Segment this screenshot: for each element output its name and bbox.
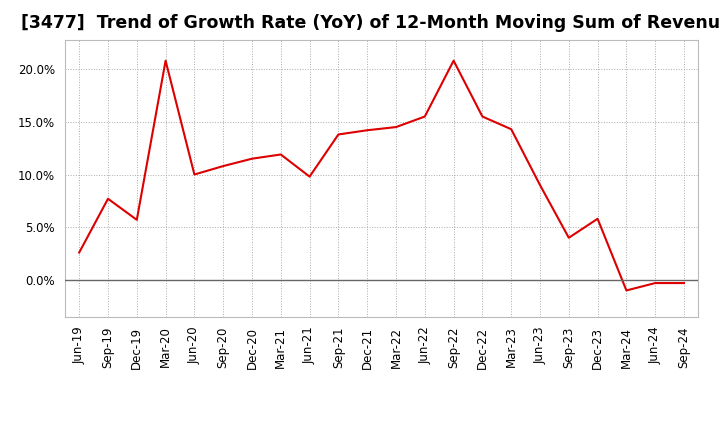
Title: [3477]  Trend of Growth Rate (YoY) of 12-Month Moving Sum of Revenues: [3477] Trend of Growth Rate (YoY) of 12-… [21,15,720,33]
